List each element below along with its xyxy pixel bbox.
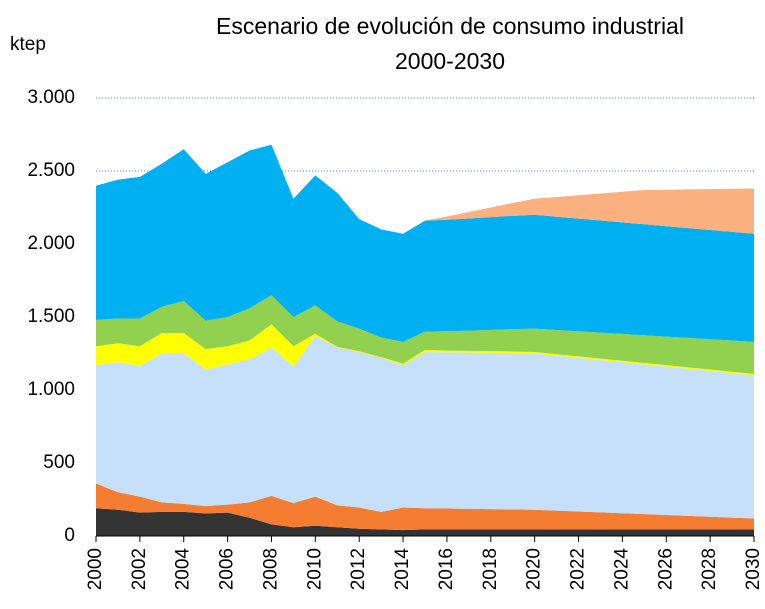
x-tick-label: 2018 (480, 548, 501, 590)
x-tick-label: 2016 (436, 548, 457, 590)
chart-subtitle: 2000-2030 (395, 48, 505, 74)
x-tick-label: 2010 (304, 548, 325, 590)
x-tick-label: 2026 (655, 548, 676, 590)
x-tick-label: 2024 (611, 548, 632, 591)
x-tick-label: 2000 (85, 548, 106, 590)
x-tick-label: 2014 (392, 548, 413, 591)
y-axis-label: ktep (10, 34, 46, 55)
area (96, 144, 754, 234)
x-tick-label: 2008 (260, 548, 281, 590)
area (96, 483, 754, 531)
x-tick-label: 2002 (129, 548, 150, 590)
chart-title: Escenario de evolución de consumo indust… (216, 13, 684, 39)
area (96, 335, 754, 519)
x-tick-label: 2022 (568, 548, 589, 590)
area (96, 324, 754, 376)
x-tick-label: 2030 (743, 548, 764, 590)
y-tick-label: 500 (43, 452, 75, 473)
x-tick-label: 2028 (699, 548, 720, 590)
x-tick-label: 2006 (217, 548, 238, 590)
y-tick-label: 2.000 (27, 233, 75, 254)
area (96, 508, 754, 536)
y-tick-label: 3.000 (27, 87, 75, 108)
y-tick-label: 1.000 (27, 379, 75, 400)
y-tick-label: 2.500 (27, 160, 75, 181)
area (96, 144, 754, 342)
y-tick-label: 0 (64, 525, 75, 546)
x-tick-label: 2004 (173, 548, 194, 591)
x-tick-label: 2020 (524, 548, 545, 590)
x-tick-label: 2012 (348, 548, 369, 590)
y-tick-label: 1.500 (27, 306, 75, 327)
area (96, 295, 754, 374)
